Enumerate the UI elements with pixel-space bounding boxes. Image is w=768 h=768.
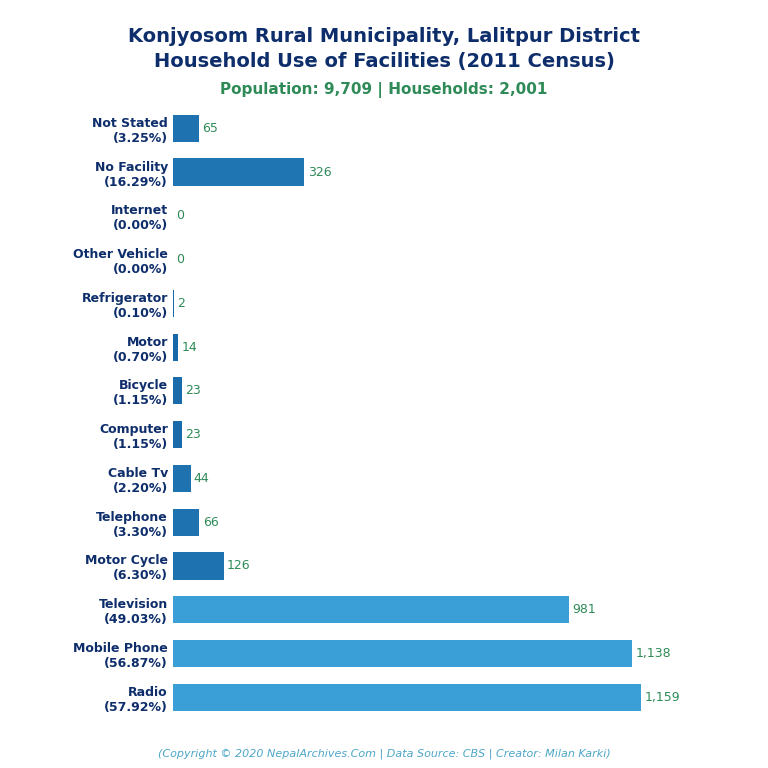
Bar bbox=[173, 640, 633, 667]
Text: 0: 0 bbox=[176, 210, 184, 222]
Text: 326: 326 bbox=[308, 166, 331, 179]
Bar bbox=[173, 421, 182, 449]
Text: 44: 44 bbox=[194, 472, 210, 485]
Text: 23: 23 bbox=[185, 385, 201, 397]
Text: 126: 126 bbox=[227, 560, 250, 572]
Bar bbox=[173, 552, 223, 580]
Bar bbox=[173, 684, 641, 711]
Bar bbox=[173, 333, 178, 361]
Text: 2: 2 bbox=[177, 297, 185, 310]
Bar bbox=[173, 596, 569, 624]
Text: 981: 981 bbox=[572, 604, 596, 616]
Text: 0: 0 bbox=[176, 253, 184, 266]
Text: 23: 23 bbox=[185, 429, 201, 441]
Text: 66: 66 bbox=[203, 516, 218, 528]
Bar bbox=[173, 508, 200, 536]
Bar bbox=[173, 158, 304, 186]
Text: 1,138: 1,138 bbox=[636, 647, 671, 660]
Bar bbox=[173, 377, 182, 405]
Text: 1,159: 1,159 bbox=[644, 690, 680, 703]
Bar bbox=[173, 114, 199, 142]
Text: 14: 14 bbox=[182, 341, 197, 353]
Text: Konjyosom Rural Municipality, Lalitpur District: Konjyosom Rural Municipality, Lalitpur D… bbox=[128, 27, 640, 46]
Text: Household Use of Facilities (2011 Census): Household Use of Facilities (2011 Census… bbox=[154, 52, 614, 71]
Bar bbox=[173, 290, 174, 317]
Bar bbox=[173, 465, 190, 492]
Text: Population: 9,709 | Households: 2,001: Population: 9,709 | Households: 2,001 bbox=[220, 82, 548, 98]
Text: (Copyright © 2020 NepalArchives.Com | Data Source: CBS | Creator: Milan Karki): (Copyright © 2020 NepalArchives.Com | Da… bbox=[157, 748, 611, 759]
Text: 65: 65 bbox=[202, 122, 218, 135]
